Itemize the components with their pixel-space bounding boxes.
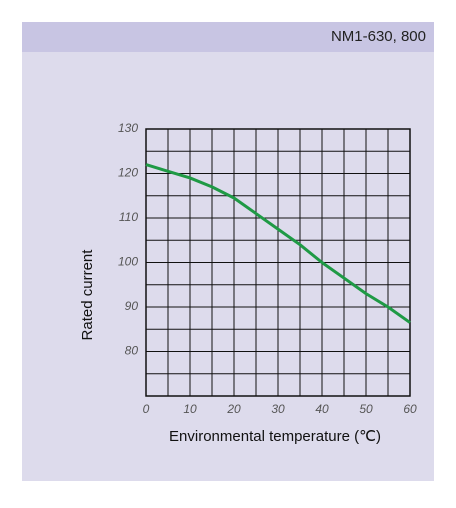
x-axis-label: Environmental temperature (℃) [169,428,381,445]
data-line [145,163,411,324]
y-tick-label: 100 [118,255,138,269]
y-tick-label: 110 [119,210,138,224]
x-tick-label: 30 [271,402,285,416]
y-axis-label: Rated current [79,249,96,341]
header-band [22,22,434,52]
x-tick-label: 40 [315,402,329,416]
x-tick-label: 10 [183,402,197,416]
x-tick-label: 20 [226,402,241,416]
y-tick-label: 130 [118,121,138,135]
x-tick-label: 0 [143,402,150,416]
y-tick-label: 90 [125,299,139,313]
y-tick-label: 80 [125,344,139,358]
plot-frame [145,128,411,397]
panel [22,22,434,481]
header-title: NM1-630, 800 [331,28,426,45]
x-tick-label: 60 [403,402,417,416]
y-tick-label: 120 [118,166,138,180]
x-tick-label: 50 [359,402,373,416]
